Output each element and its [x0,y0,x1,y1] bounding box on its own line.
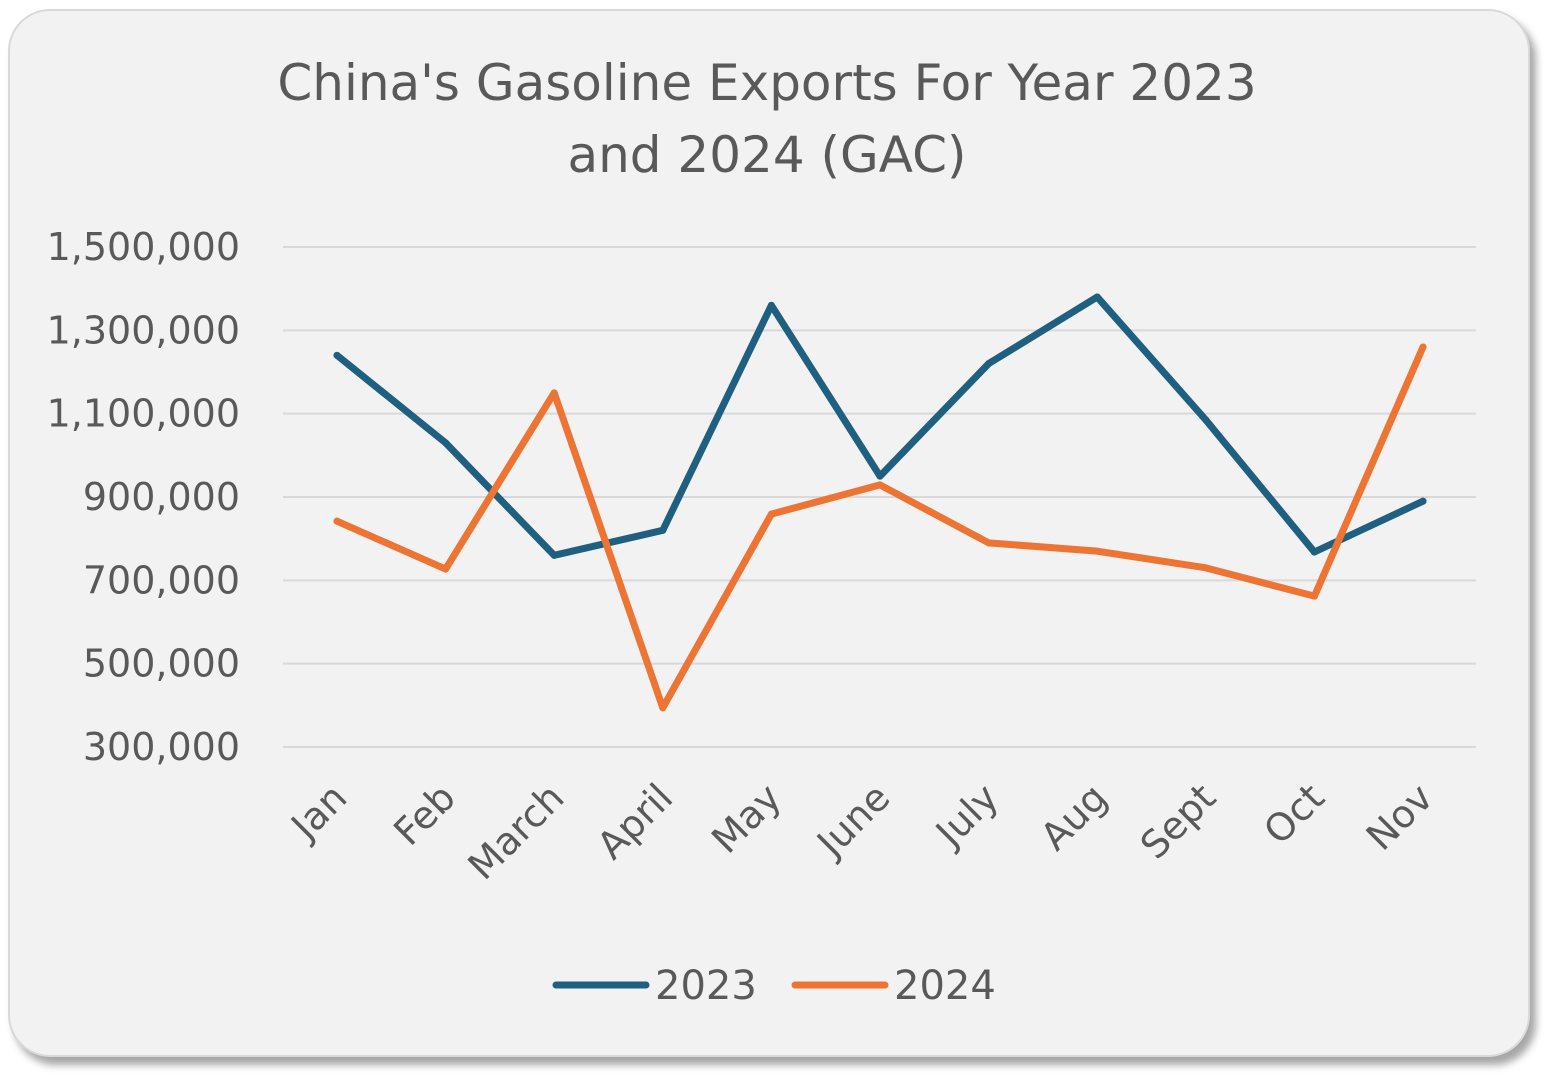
y-tick-label: 1,300,000 [47,308,240,352]
x-tick-label: Sept [1132,775,1224,867]
data-point-2023-May [767,301,775,309]
y-tick-label: 500,000 [83,642,240,686]
data-point-2024-Jan [333,517,341,525]
data-point-2024-April [659,704,667,712]
legend-label-2024: 2024 [894,963,996,1009]
data-point-2023-Aug [1093,293,1101,301]
data-point-2023-April [659,526,667,534]
data-point-2023-Jan [333,351,341,359]
y-tick-label: 300,000 [83,725,240,769]
legend-label-2023: 2023 [655,963,757,1009]
data-point-2023-Nov [1419,497,1427,505]
data-point-2024-March [550,389,558,397]
data-point-2023-Oct [1310,548,1318,556]
x-tick-label: Nov [1358,775,1442,859]
x-tick-label: Feb [385,775,464,854]
x-tick-label: May [703,775,790,862]
y-tick-label: 700,000 [83,558,240,602]
data-point-2024-Oct [1310,592,1318,600]
chart-card [8,9,1530,1057]
data-point-2024-Nov [1419,343,1427,351]
data-point-2023-Sept [1202,416,1210,424]
y-tick-label: 1,500,000 [47,225,240,269]
chart-title-line-2: and 2024 (GAC) [567,126,966,184]
data-point-2024-Feb [442,565,450,573]
chart-title-line-1: China's Gasoline Exports For Year 2023 [277,54,1256,112]
data-point-2023-Feb [442,439,450,447]
data-point-2024-Aug [1093,547,1101,555]
data-point-2023-March [550,551,558,559]
data-point-2023-July [985,360,993,368]
x-tick-label: June [807,775,898,866]
y-tick-label: 900,000 [83,475,240,519]
data-point-2024-June [876,481,884,489]
series-line-2023 [333,293,1427,559]
data-point-2024-May [767,510,775,518]
data-point-2024-July [985,539,993,547]
data-point-2024-Sept [1202,564,1210,572]
x-tick-label: Aug [1032,775,1116,859]
series-line-2024 [333,343,1427,712]
y-tick-label: 1,100,000 [47,392,240,436]
x-tick-label: Oct [1255,775,1333,853]
data-point-2023-June [876,472,884,480]
x-tick-label: March [460,775,573,888]
x-tick-label: April [589,775,682,868]
x-tick-label: July [926,775,1007,856]
x-tick-label: Jan [281,775,355,849]
